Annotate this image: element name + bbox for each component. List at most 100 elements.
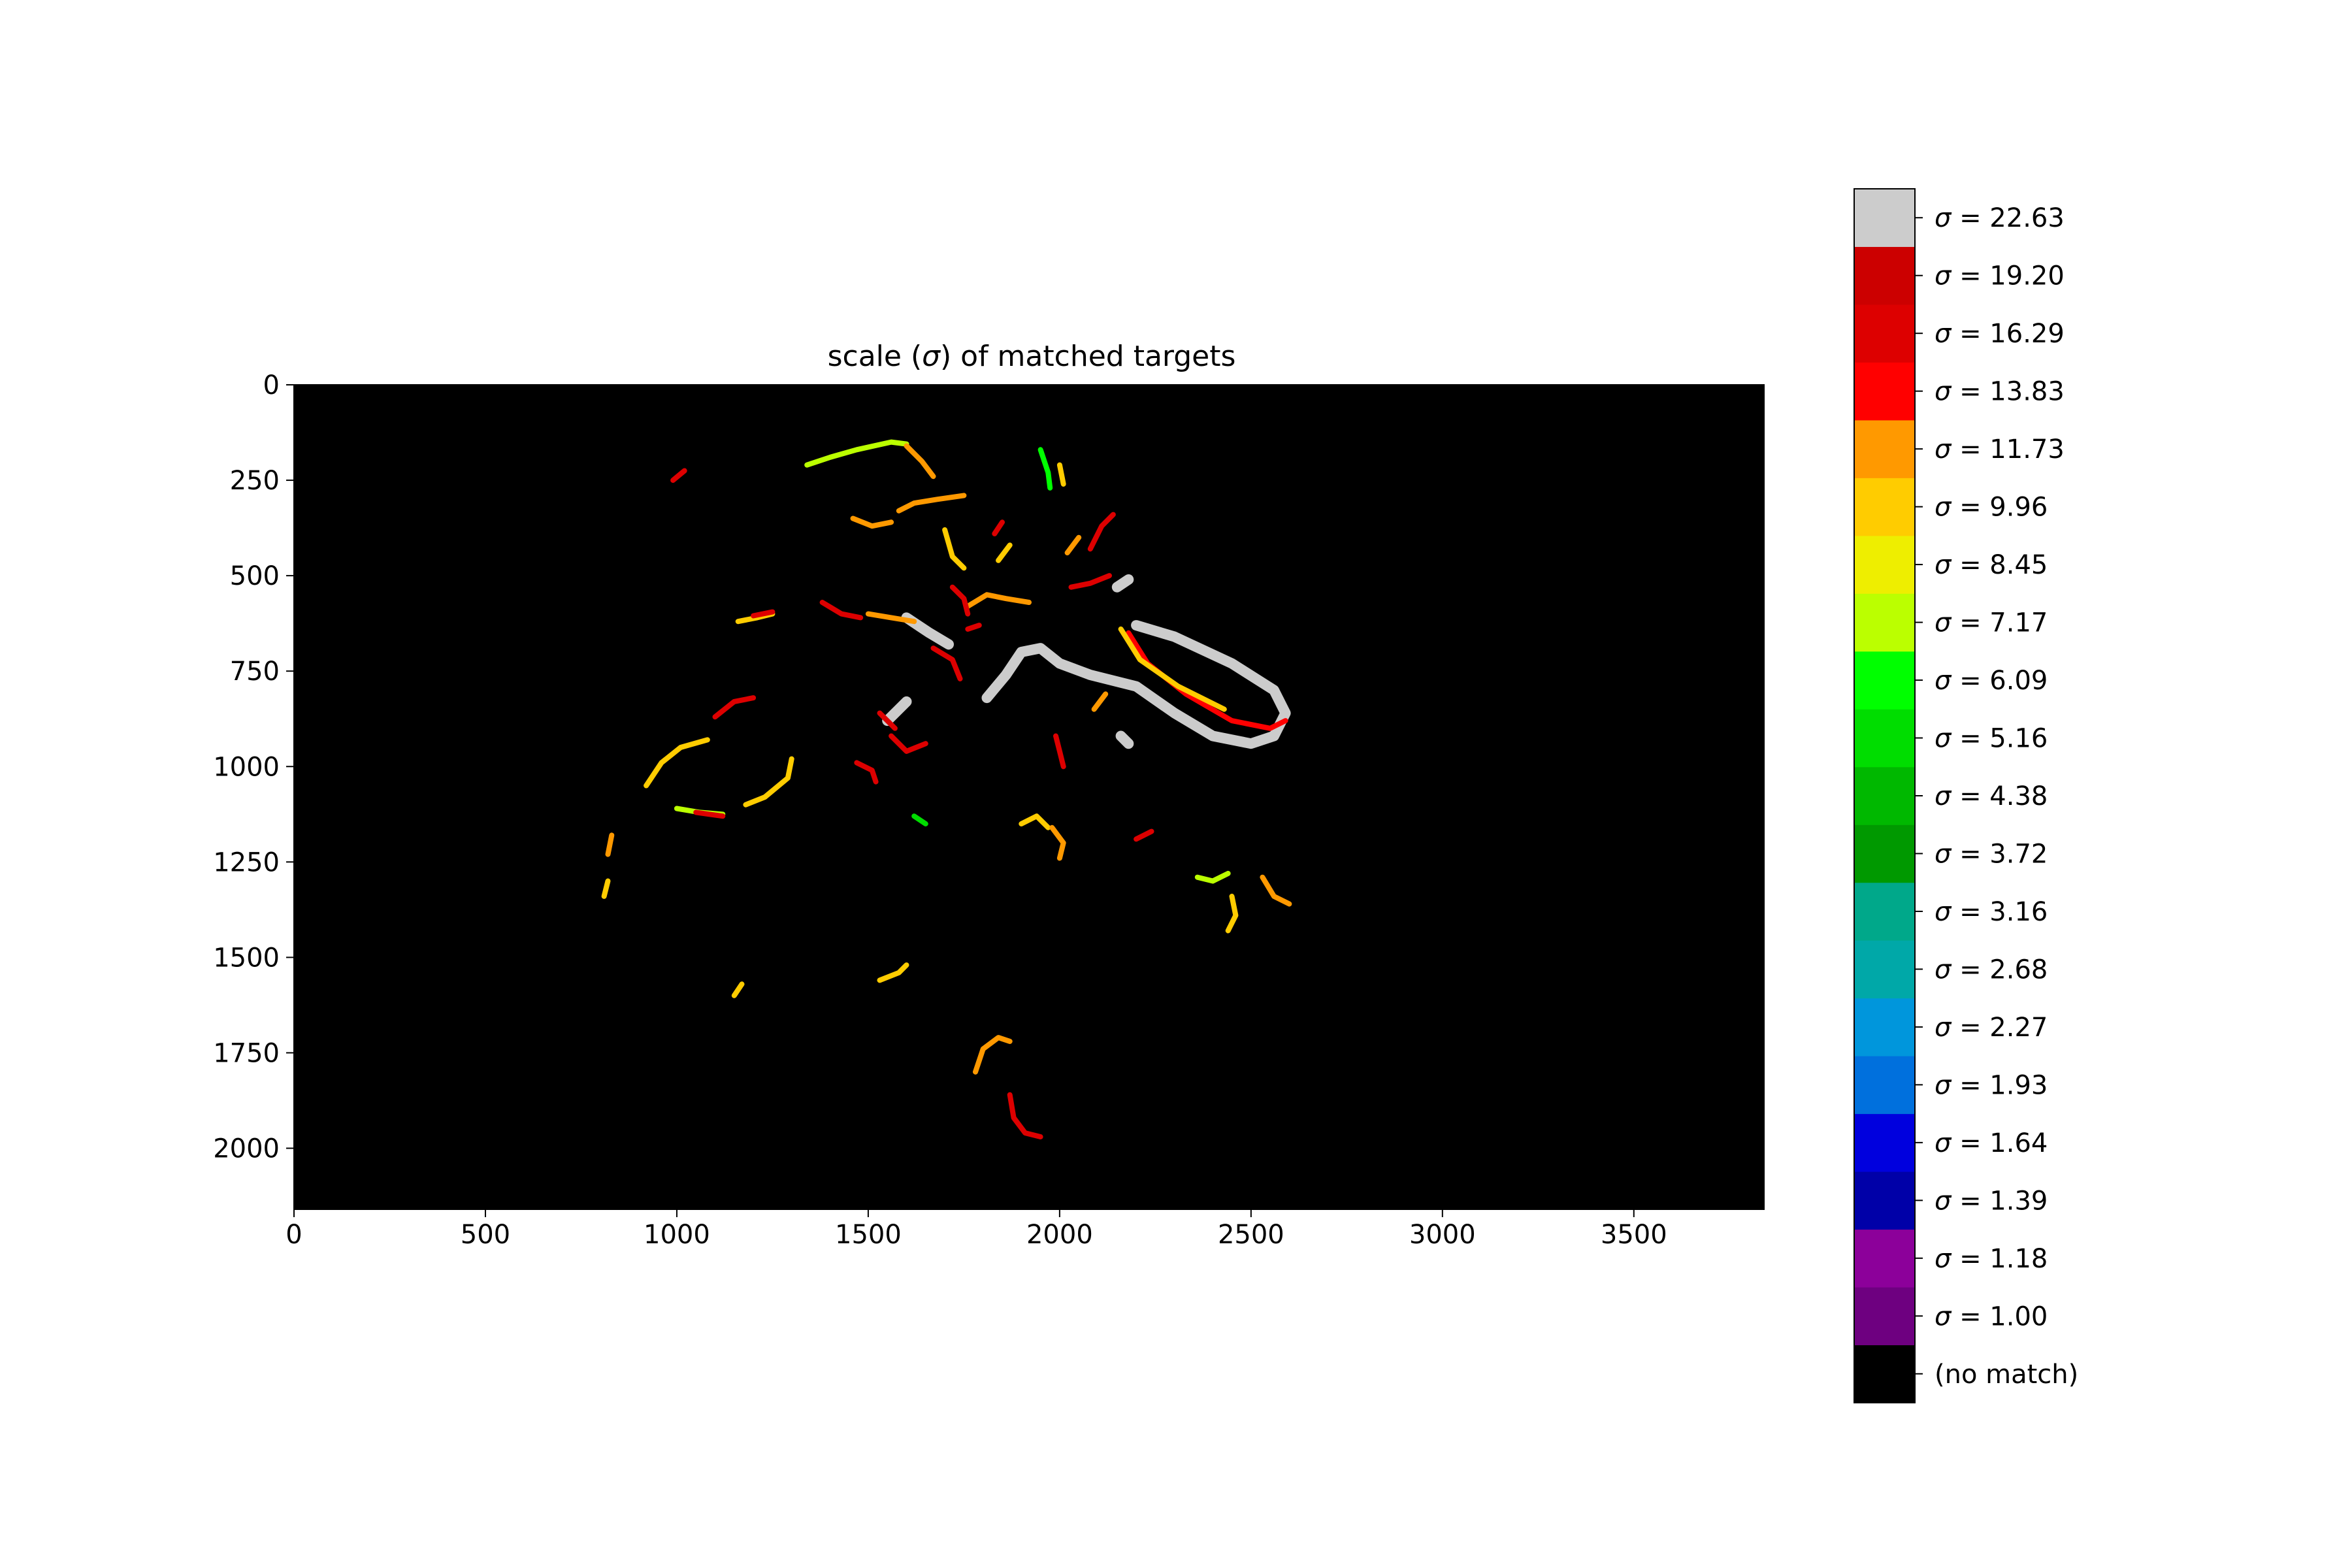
y-tick-label: 750 [230, 657, 280, 687]
colorbar-segment [1854, 1113, 1915, 1172]
colorbar-tick-label: σ = 1.64 [1935, 1128, 2048, 1158]
matched-stroke-29 [854, 760, 879, 785]
x-tick-label: 500 [461, 1220, 510, 1250]
matched-stroke-24 [644, 737, 710, 789]
matched-stroke-48 [996, 542, 1013, 563]
matched-stroke-25 [712, 695, 757, 720]
matched-stroke-28 [693, 809, 726, 819]
matched-stroke-23 [865, 611, 917, 625]
colorbar: (no match) σ = 1.00 σ = 1.18 σ = 1.39 σ = 1.… [1854, 188, 2078, 1403]
matched-target-strokes [601, 439, 1292, 1139]
y-tick-label: 1000 [213, 752, 280, 782]
colorbar-segment [1854, 419, 1915, 478]
colorbar-segment [1854, 651, 1915, 710]
matched-stroke-32 [1091, 691, 1109, 712]
colorbar-tick-label: σ = 9.96 [1935, 493, 2048, 523]
colorbar-segment [1854, 304, 1915, 363]
colorbar-tick-label: σ = 13.83 [1935, 377, 2065, 407]
matched-stroke-30 [877, 710, 898, 731]
matched-stroke-34 [1019, 813, 1051, 830]
colorbar-tick-label: σ = 2.27 [1935, 1013, 2048, 1043]
matched-stroke-20 [751, 609, 776, 619]
colorbar-tick-label: σ = 1.18 [1935, 1244, 2048, 1274]
x-axis: 0 500 1000 1500 2000 2500 3000 3500 [286, 1209, 1667, 1250]
matched-stroke-14 [1087, 512, 1116, 552]
x-tick-label: 3000 [1409, 1220, 1476, 1250]
matched-stroke-12 [1037, 447, 1053, 491]
matched-stroke-50 [911, 813, 928, 826]
colorbar-tick-label: σ = 4.38 [1935, 781, 2048, 811]
matched-stroke-42 [1007, 1092, 1043, 1139]
x-tick-label: 2000 [1026, 1220, 1093, 1250]
colorbar-tick-label: σ = 5.16 [1935, 724, 2048, 754]
matched-stroke-7 [904, 443, 936, 480]
plot-background [294, 385, 1764, 1209]
matched-stroke-21 [949, 584, 971, 617]
colorbar-segment [1854, 1171, 1915, 1230]
matched-stroke-41 [973, 1035, 1013, 1075]
matched-stroke-46 [1111, 574, 1134, 593]
y-tick-label: 1750 [213, 1038, 280, 1068]
matched-stroke-2 [1118, 626, 1227, 712]
y-tick-label: 250 [230, 466, 280, 496]
colorbar-tick-label: σ = 11.73 [1935, 434, 2065, 465]
matched-stroke-33 [1115, 730, 1134, 749]
colorbar-segment [1854, 998, 1915, 1056]
colorbar-tick-label: σ = 7.17 [1935, 608, 2048, 638]
colorbar-segment [1854, 766, 1915, 825]
matched-stroke-35 [1049, 825, 1066, 861]
matched-stroke-10 [896, 493, 967, 514]
colorbar-segment [1854, 535, 1915, 594]
colorbar-segment [1854, 940, 1915, 999]
matched-stroke-22 [930, 645, 963, 681]
colorbar-segment [1854, 1229, 1915, 1288]
colorbar-tick-label: σ = 1.39 [1935, 1186, 2048, 1216]
matched-stroke-16 [1068, 573, 1112, 590]
matched-stroke-49 [992, 519, 1005, 536]
colorbar-tick-label: σ = 3.16 [1935, 897, 2048, 927]
colorbar-tick-label: (no match) [1935, 1360, 2078, 1390]
colorbar-segment [1854, 246, 1915, 305]
x-tick-label: 1000 [644, 1220, 710, 1250]
matched-stroke-17 [965, 592, 1032, 609]
matched-stroke-15 [1064, 534, 1082, 556]
heatmap-plot-area [293, 384, 1765, 1210]
matched-stroke-38 [1260, 874, 1292, 907]
matched-stroke-4 [882, 696, 912, 727]
matched-stroke-1 [1126, 630, 1288, 731]
matched-stroke-39 [1225, 893, 1239, 934]
x-tick-label: 2500 [1218, 1220, 1284, 1250]
colorbar-tick-label: σ = 16.29 [1935, 319, 2065, 349]
matched-stroke-37 [1194, 870, 1231, 884]
colorbar-segment [1854, 1287, 1915, 1346]
colorbar-segment [1854, 709, 1915, 768]
colorbar-segment [1854, 825, 1915, 883]
colorbar-tick-label: σ = 22.63 [1935, 203, 2065, 233]
y-tick-label: 1500 [213, 943, 280, 973]
colorbar-frame [1854, 188, 1916, 1403]
colorbar-tick-label: σ = 3.72 [1935, 839, 2048, 869]
colorbar-segment [1854, 478, 1915, 536]
colorbar-tick-label: σ = 1.00 [1935, 1301, 2048, 1331]
colorbar-segment [1854, 189, 1915, 247]
matched-stroke-45 [605, 832, 615, 857]
colorbar-segment [1854, 882, 1915, 941]
matched-stroke-11 [850, 515, 894, 529]
plot-frame [293, 384, 1765, 1210]
y-tick-label: 2000 [213, 1134, 280, 1164]
matched-stroke-27 [743, 756, 794, 808]
y-tick-label: 1250 [213, 847, 280, 877]
x-tick-label: 1500 [835, 1220, 902, 1250]
matched-stroke-44 [601, 878, 611, 899]
colorbar-tick-label: σ = 8.45 [1935, 550, 2048, 580]
colorbar-tick-label: σ = 1.93 [1935, 1070, 2048, 1100]
matched-stroke-0 [981, 620, 1291, 749]
matched-stroke-8 [670, 468, 687, 483]
matched-stroke-47 [965, 623, 982, 632]
colorbar-tick-label: σ = 19.20 [1935, 261, 2065, 291]
matched-stroke-9 [942, 527, 967, 571]
matched-stroke-6 [804, 439, 909, 468]
matched-stroke-40 [877, 962, 909, 983]
y-tick-label: 0 [263, 370, 280, 400]
